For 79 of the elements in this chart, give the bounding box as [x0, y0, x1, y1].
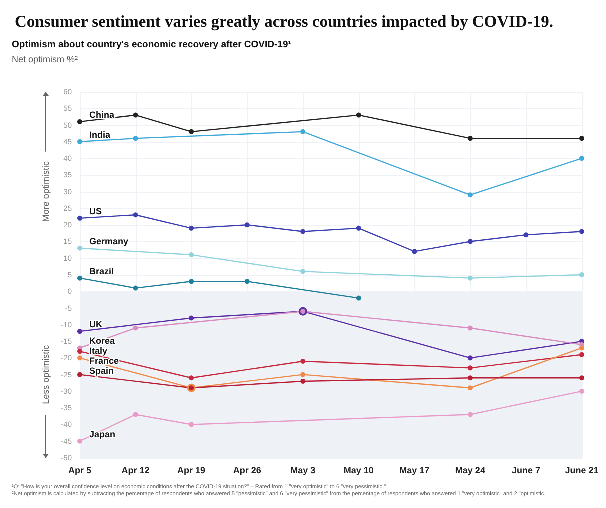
point [78, 349, 82, 354]
x-tick-label: May 24 [455, 466, 486, 476]
point [580, 346, 584, 351]
point [78, 246, 82, 251]
x-tick-label: Apr 5 [68, 466, 92, 476]
series-label: US [90, 206, 102, 216]
point [580, 272, 584, 278]
point [189, 376, 194, 381]
point [133, 112, 138, 118]
point [468, 326, 473, 331]
chart-title: Consumer sentiment varies greatly across countries impacted by COVID-19. [15, 12, 554, 31]
series-label: China [90, 110, 116, 120]
point [524, 232, 529, 238]
point [78, 372, 82, 378]
point [78, 276, 82, 281]
x-tick-label: Apr 12 [122, 466, 150, 476]
series-label: Spain [90, 366, 114, 376]
point [468, 412, 473, 418]
point [189, 252, 194, 258]
text: More optimistic [41, 161, 51, 222]
point [580, 136, 584, 142]
series-label: India [90, 130, 112, 140]
point [189, 226, 194, 231]
y-axis-title: Net optimism %² [12, 54, 78, 64]
point [78, 356, 82, 361]
point [78, 139, 82, 144]
series-label: Brazil [90, 266, 114, 276]
series-label: Japan [90, 429, 116, 440]
point [133, 136, 138, 142]
series-label: Germany [90, 236, 129, 246]
point [356, 296, 362, 301]
x-tick-label: June 7 [512, 466, 540, 476]
text: Less optimistic [41, 344, 51, 404]
point [78, 216, 82, 221]
point [468, 366, 473, 371]
x-tick-label: Apr 26 [233, 466, 262, 476]
point [189, 279, 194, 284]
point [189, 129, 194, 134]
point [189, 422, 194, 428]
x-tick-label: June 21 [565, 466, 599, 476]
point [244, 279, 250, 284]
point [468, 276, 473, 281]
x-tick-label: May 3 [290, 466, 316, 476]
series-label: Italy [90, 346, 108, 356]
series-label: Korea [90, 336, 116, 346]
point [580, 352, 584, 358]
series-label: UK [90, 320, 103, 330]
point [468, 192, 473, 198]
x-tick-label: May 17 [400, 466, 430, 476]
point [133, 412, 138, 418]
point [580, 156, 584, 162]
point [468, 386, 473, 391]
point [468, 136, 473, 142]
point [78, 438, 82, 444]
point [468, 239, 473, 244]
point [580, 376, 584, 381]
point [300, 372, 306, 378]
point [78, 329, 82, 334]
point [78, 119, 82, 124]
point [133, 326, 138, 331]
point [300, 229, 306, 234]
point [580, 229, 584, 234]
x-tick-label: Apr 19 [178, 466, 206, 476]
point [300, 269, 306, 274]
point [300, 359, 306, 364]
point [244, 222, 250, 228]
point [300, 378, 306, 384]
point [468, 356, 473, 361]
point [133, 212, 138, 218]
point [300, 129, 306, 134]
point [412, 249, 418, 254]
point [580, 388, 584, 394]
point [356, 112, 362, 118]
point [189, 316, 194, 321]
chart-subtitle: Optimism about country's economic recovery after COVID-19¹ [12, 40, 292, 50]
x-tick-label: May 10 [344, 466, 374, 476]
point [133, 286, 138, 291]
point [468, 376, 473, 381]
point [356, 226, 362, 231]
